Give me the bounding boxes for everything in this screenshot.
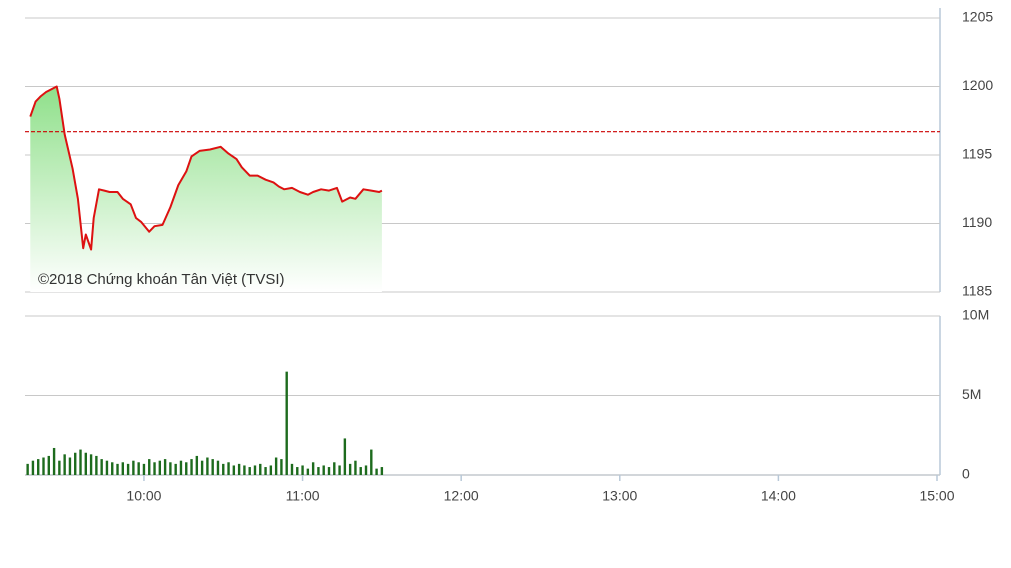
volume-bar [58,460,61,475]
y-tick-label: 10M [962,307,989,323]
y-tick-label: 5M [962,386,981,402]
volume-bar [68,457,72,475]
x-tick-label: 15:00 [919,488,954,504]
volume-bar [121,462,125,475]
y-tick-label: 0 [962,466,970,482]
x-tick-label: 12:00 [444,488,479,504]
volume-bar [185,462,188,475]
volume-bar [74,452,77,475]
volume-bar [52,447,56,475]
volume-bar [105,460,109,475]
volume-bar [274,457,278,475]
volume-bar [148,459,151,475]
volume-bar [206,457,209,475]
volume-bar [311,462,315,475]
volume-bar [63,454,66,475]
copyright-annotation: ©2018 Chứng khoán Tân Việt (TVSI) [38,271,285,288]
volume-bar [338,465,341,475]
volume-bar [227,462,230,475]
volume-bar [301,465,304,475]
volume-bar [95,455,98,475]
volume-bar [169,462,172,475]
volume-bar [343,438,347,475]
volume-bar [306,468,310,475]
volume-bar [269,465,273,475]
volume-bar [195,455,199,475]
x-tick-label: 11:00 [286,488,320,504]
volume-bar [200,460,204,475]
y-tick-label: 1205 [962,9,993,25]
volume-bar [232,465,236,475]
volume-bar [111,462,114,475]
volume-bar [42,457,45,475]
volume-bar [211,459,214,475]
x-tick-label: 13:00 [602,488,637,504]
volume-bar [222,463,225,475]
volume-bar [179,460,183,475]
volume-bar [243,465,246,475]
volume-bar [163,459,167,475]
volume-bar [31,460,35,475]
x-tick-label: 14:00 [761,488,796,504]
volume-bar [317,467,320,475]
volume-bar [296,467,299,475]
volume-bar [174,463,177,475]
volume-bar [126,463,130,475]
y-tick-label: 1195 [962,146,992,162]
volume-bar [285,371,288,475]
volume-bar [89,454,93,475]
volume-bar [100,459,103,475]
volume-bar [259,463,262,475]
volume-bar [237,463,241,475]
volume-bar [137,462,140,475]
volume-bar [79,449,82,475]
volume-bar [153,462,156,475]
volume-bar [322,465,325,475]
volume-bar [327,467,331,475]
volume-bar [380,467,384,475]
volume-bar [364,465,368,475]
volume-bar [37,459,40,475]
volume-bar [375,468,378,475]
volume-bar [333,462,336,475]
volume-bar [354,460,357,475]
volume-bar [359,467,362,475]
volume-bar [290,463,294,475]
volume-bar [47,455,50,475]
volume-bar [132,460,135,475]
volume-bar [280,459,283,475]
volume-bar [248,467,251,475]
volume-bar [253,465,257,475]
y-tick-label: 1190 [962,214,992,230]
x-tick-label: 10:00 [126,488,161,504]
y-tick-label: 1200 [962,77,993,93]
volume-bar [84,452,87,475]
volume-bar [116,463,119,475]
volume-bar [190,459,193,475]
volume-bar [26,463,29,475]
volume-bar [370,449,373,475]
volume-bar [158,460,162,475]
volume-bar [142,463,146,475]
y-tick-label: 1185 [962,283,992,299]
price-line [29,85,383,251]
volume-bar [216,460,220,475]
volume-bar [348,463,352,475]
price-area [30,86,382,292]
volume-bar [264,467,267,475]
